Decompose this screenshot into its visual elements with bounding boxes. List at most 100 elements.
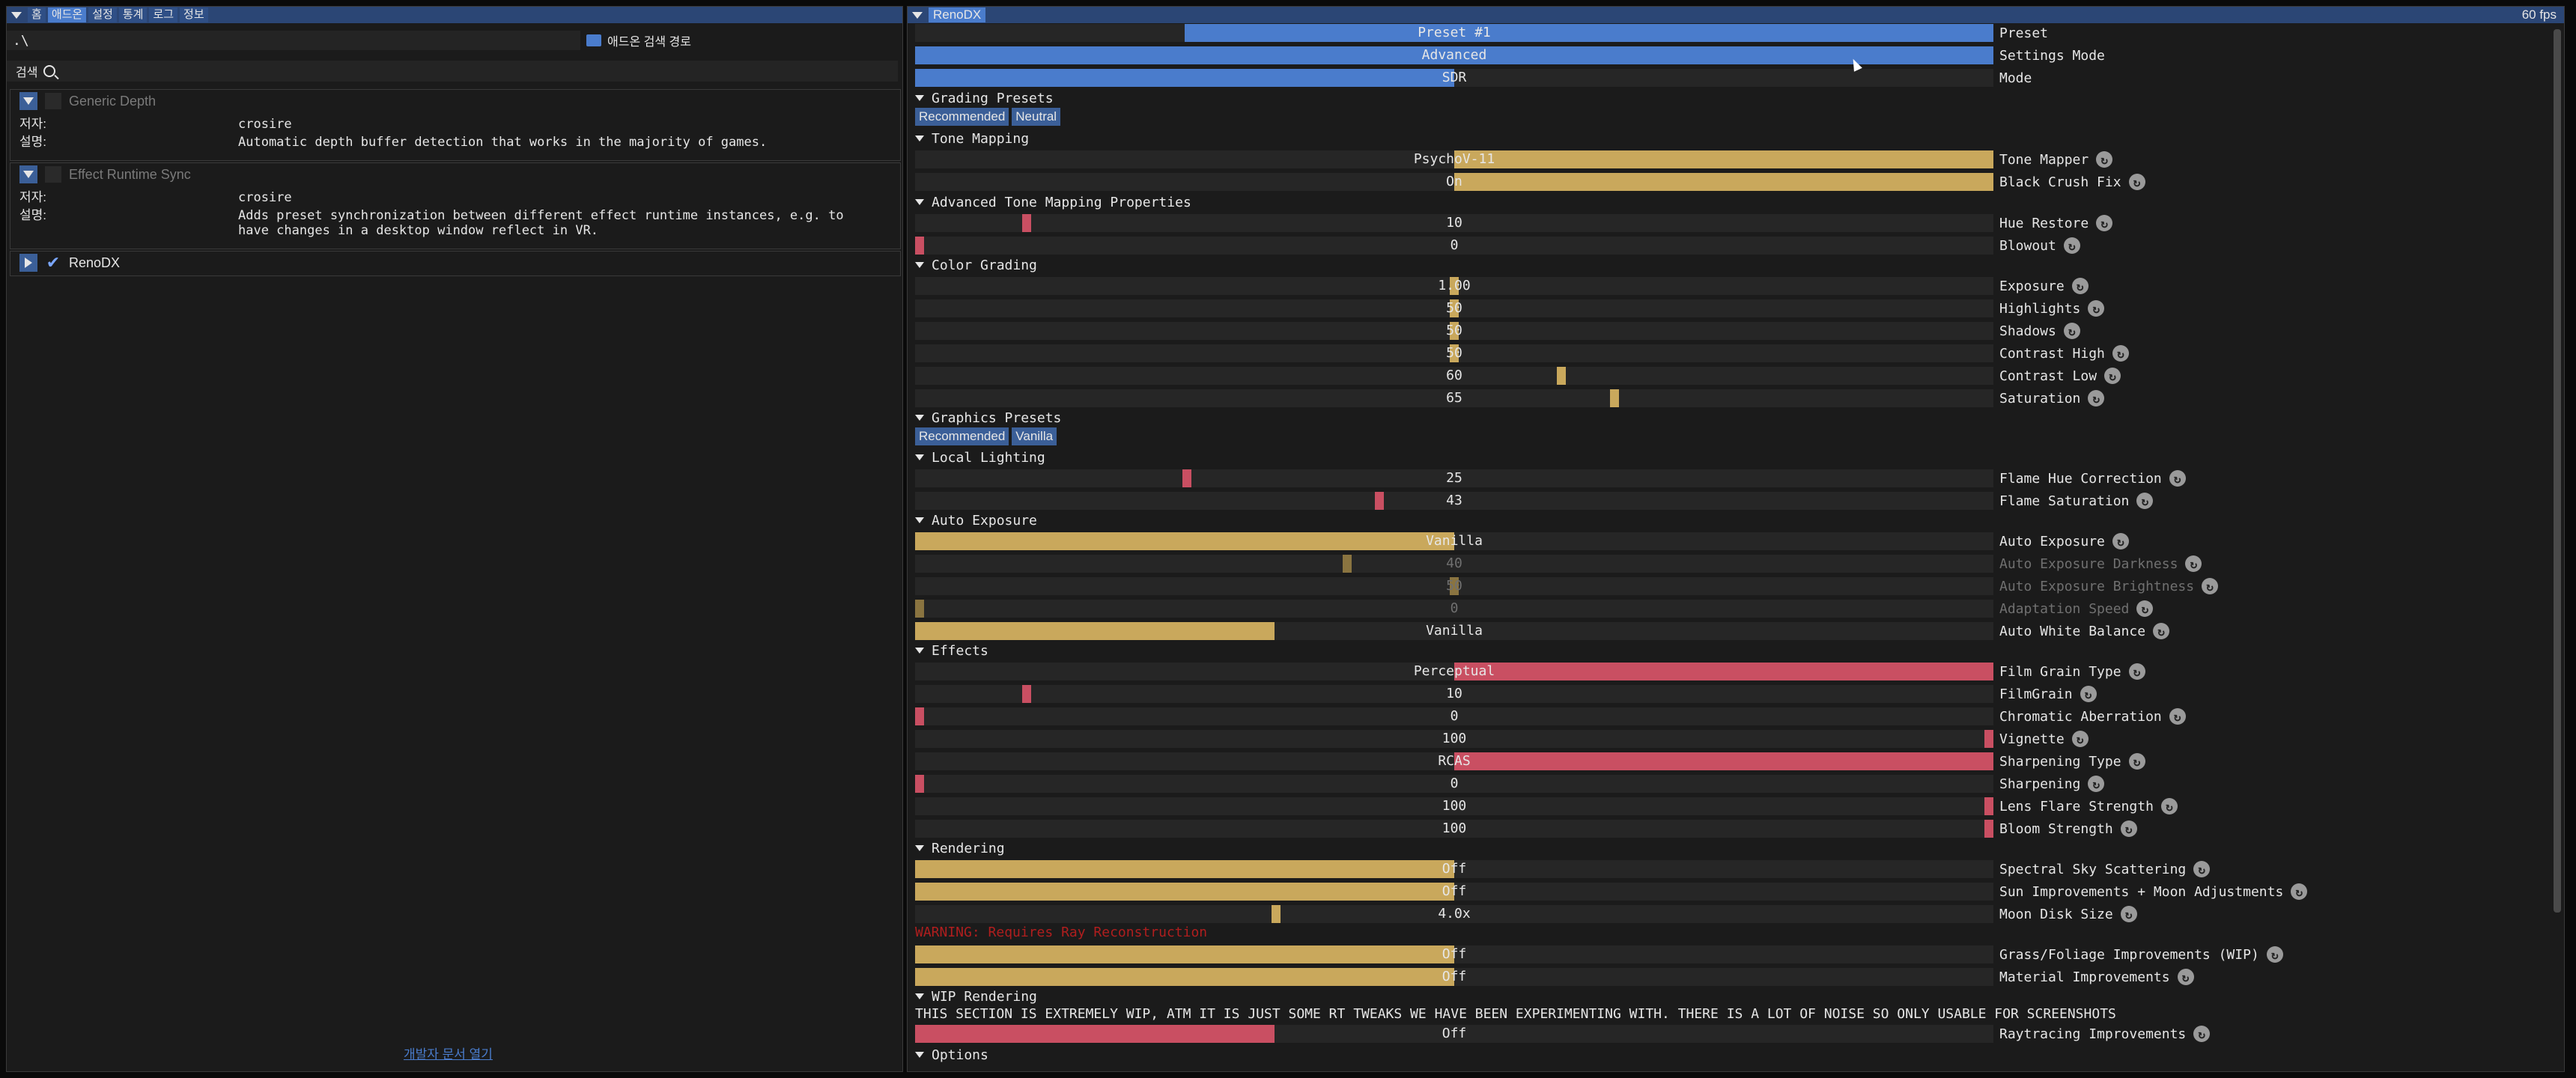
reset-icon[interactable]: ↻	[2136, 600, 2154, 617]
slider-grab[interactable]	[915, 775, 924, 793]
reset-icon[interactable]: ↻	[2177, 969, 2194, 985]
section-header[interactable]: Grading Presets	[915, 89, 1054, 107]
reset-icon[interactable]: ↻	[2088, 300, 2105, 317]
reset-icon[interactable]: ↻	[2080, 686, 2097, 702]
reset-icon[interactable]: ↻	[2136, 493, 2154, 509]
reset-icon[interactable]: ↻	[2096, 151, 2113, 168]
expand-button[interactable]	[19, 92, 37, 110]
reset-icon[interactable]: ↻	[2169, 708, 2186, 725]
tab-5[interactable]: 정보	[180, 7, 208, 22]
setting-slider[interactable]: PsychoV-11	[915, 150, 1993, 168]
collapse-icon[interactable]	[11, 11, 22, 19]
reset-icon[interactable]: ↻	[2266, 946, 2283, 963]
setting-slider[interactable]: SDR	[915, 69, 1993, 87]
slider-grab[interactable]	[1450, 344, 1459, 362]
slider-grab[interactable]	[915, 237, 924, 255]
scrollbar[interactable]	[2554, 29, 2561, 913]
reset-icon[interactable]: ↻	[2128, 663, 2145, 680]
slider-grab[interactable]	[1375, 492, 1385, 510]
reset-icon[interactable]: ↻	[2071, 278, 2089, 294]
reset-icon[interactable]: ↻	[2185, 555, 2202, 572]
enable-checkbox[interactable]	[45, 93, 61, 109]
setting-slider[interactable]: RCAS	[915, 752, 1993, 770]
slider-grab[interactable]	[1182, 469, 1191, 487]
setting-slider[interactable]: Preset #1	[915, 24, 1993, 42]
section-header[interactable]: Graphics Presets	[915, 409, 1061, 427]
setting-slider[interactable]: 0	[915, 775, 1993, 793]
setting-slider[interactable]: 40	[915, 555, 1993, 573]
expand-button[interactable]	[19, 254, 37, 272]
section-header[interactable]: Effects	[915, 642, 988, 660]
reset-icon[interactable]: ↻	[2112, 533, 2129, 549]
preset-button[interactable]: Recommended	[915, 108, 1009, 126]
addon-path-input[interactable]	[7, 31, 580, 50]
tab-1[interactable]: 애드온	[47, 7, 87, 22]
setting-slider[interactable]: Off	[915, 1025, 1993, 1043]
tab-3[interactable]: 통계	[118, 7, 148, 22]
setting-slider[interactable]: Off	[915, 945, 1993, 963]
section-header[interactable]: Auto Exposure	[915, 511, 1037, 529]
section-header[interactable]: WIP Rendering	[915, 987, 1037, 1005]
reset-icon[interactable]: ↻	[2063, 323, 2080, 339]
setting-slider[interactable]: Off	[915, 883, 1993, 901]
tab-2[interactable]: 설정	[88, 7, 117, 22]
reset-icon[interactable]: ↻	[2202, 578, 2219, 594]
reset-icon[interactable]: ↻	[2160, 798, 2178, 814]
enable-checkbox[interactable]	[45, 166, 61, 183]
setting-slider[interactable]: 10	[915, 214, 1993, 232]
reset-icon[interactable]: ↻	[2128, 753, 2145, 770]
setting-slider[interactable]: On	[915, 173, 1993, 191]
reset-icon[interactable]: ↻	[2128, 174, 2145, 190]
setting-slider[interactable]: 50	[915, 322, 1993, 340]
collapse-icon[interactable]	[912, 11, 923, 19]
section-header[interactable]: Options	[915, 1046, 988, 1064]
slider-grab[interactable]	[915, 600, 924, 618]
slider-grab[interactable]	[1450, 277, 1459, 295]
slider-grab[interactable]	[1450, 299, 1459, 317]
addon-search-input[interactable]: 검색	[7, 61, 898, 82]
setting-slider[interactable]: 100	[915, 797, 1993, 815]
expand-button[interactable]	[19, 165, 37, 183]
setting-slider[interactable]: 0	[915, 237, 1993, 255]
reset-icon[interactable]: ↻	[2096, 215, 2113, 231]
reset-icon[interactable]: ↻	[2193, 861, 2211, 877]
reset-icon[interactable]: ↻	[2169, 470, 2186, 487]
setting-slider[interactable]: Off	[915, 860, 1993, 878]
setting-slider[interactable]: 50	[915, 344, 1993, 362]
setting-slider[interactable]: 43	[915, 492, 1993, 510]
slider-grab[interactable]	[1021, 214, 1031, 232]
setting-slider[interactable]: 0	[915, 600, 1993, 618]
setting-slider[interactable]: 0	[915, 707, 1993, 725]
setting-slider[interactable]: 10	[915, 685, 1993, 703]
preset-button[interactable]: Recommended	[915, 427, 1009, 445]
addon-search-path-button[interactable]: 애드온 검색 경로	[586, 31, 691, 49]
setting-slider[interactable]: 50	[915, 299, 1993, 317]
check-icon[interactable]: ✔	[46, 253, 61, 272]
reset-icon[interactable]: ↻	[2063, 237, 2080, 254]
preset-button[interactable]: Neutral	[1012, 108, 1061, 126]
reset-icon[interactable]: ↻	[2088, 776, 2105, 792]
setting-slider[interactable]: 100	[915, 730, 1993, 748]
slider-grab[interactable]	[1271, 905, 1281, 923]
slider-grab[interactable]	[1450, 577, 1459, 595]
setting-slider[interactable]: 60	[915, 367, 1993, 385]
section-header[interactable]: Tone Mapping	[915, 130, 1029, 147]
slider-grab[interactable]	[1984, 797, 1993, 815]
slider-grab[interactable]	[1984, 730, 1993, 748]
slider-grab[interactable]	[1610, 389, 1620, 407]
reset-icon[interactable]: ↻	[2120, 906, 2137, 922]
reset-icon[interactable]: ↻	[2193, 1026, 2211, 1042]
setting-slider[interactable]: 65	[915, 389, 1993, 407]
tab-4[interactable]: 로그	[149, 7, 178, 22]
section-header[interactable]: Rendering	[915, 839, 1005, 857]
setting-slider[interactable]: 100	[915, 820, 1993, 838]
setting-slider[interactable]: Vanilla	[915, 532, 1993, 550]
slider-grab[interactable]	[915, 707, 924, 725]
reset-icon[interactable]: ↻	[2088, 390, 2105, 406]
setting-slider[interactable]: Perceptual	[915, 663, 1993, 680]
setting-slider[interactable]: 4.0x	[915, 905, 1993, 923]
slider-grab[interactable]	[1450, 322, 1459, 340]
reset-icon[interactable]: ↻	[2291, 883, 2308, 900]
section-header[interactable]: Local Lighting	[915, 448, 1045, 466]
setting-slider[interactable]: Vanilla	[915, 622, 1993, 640]
